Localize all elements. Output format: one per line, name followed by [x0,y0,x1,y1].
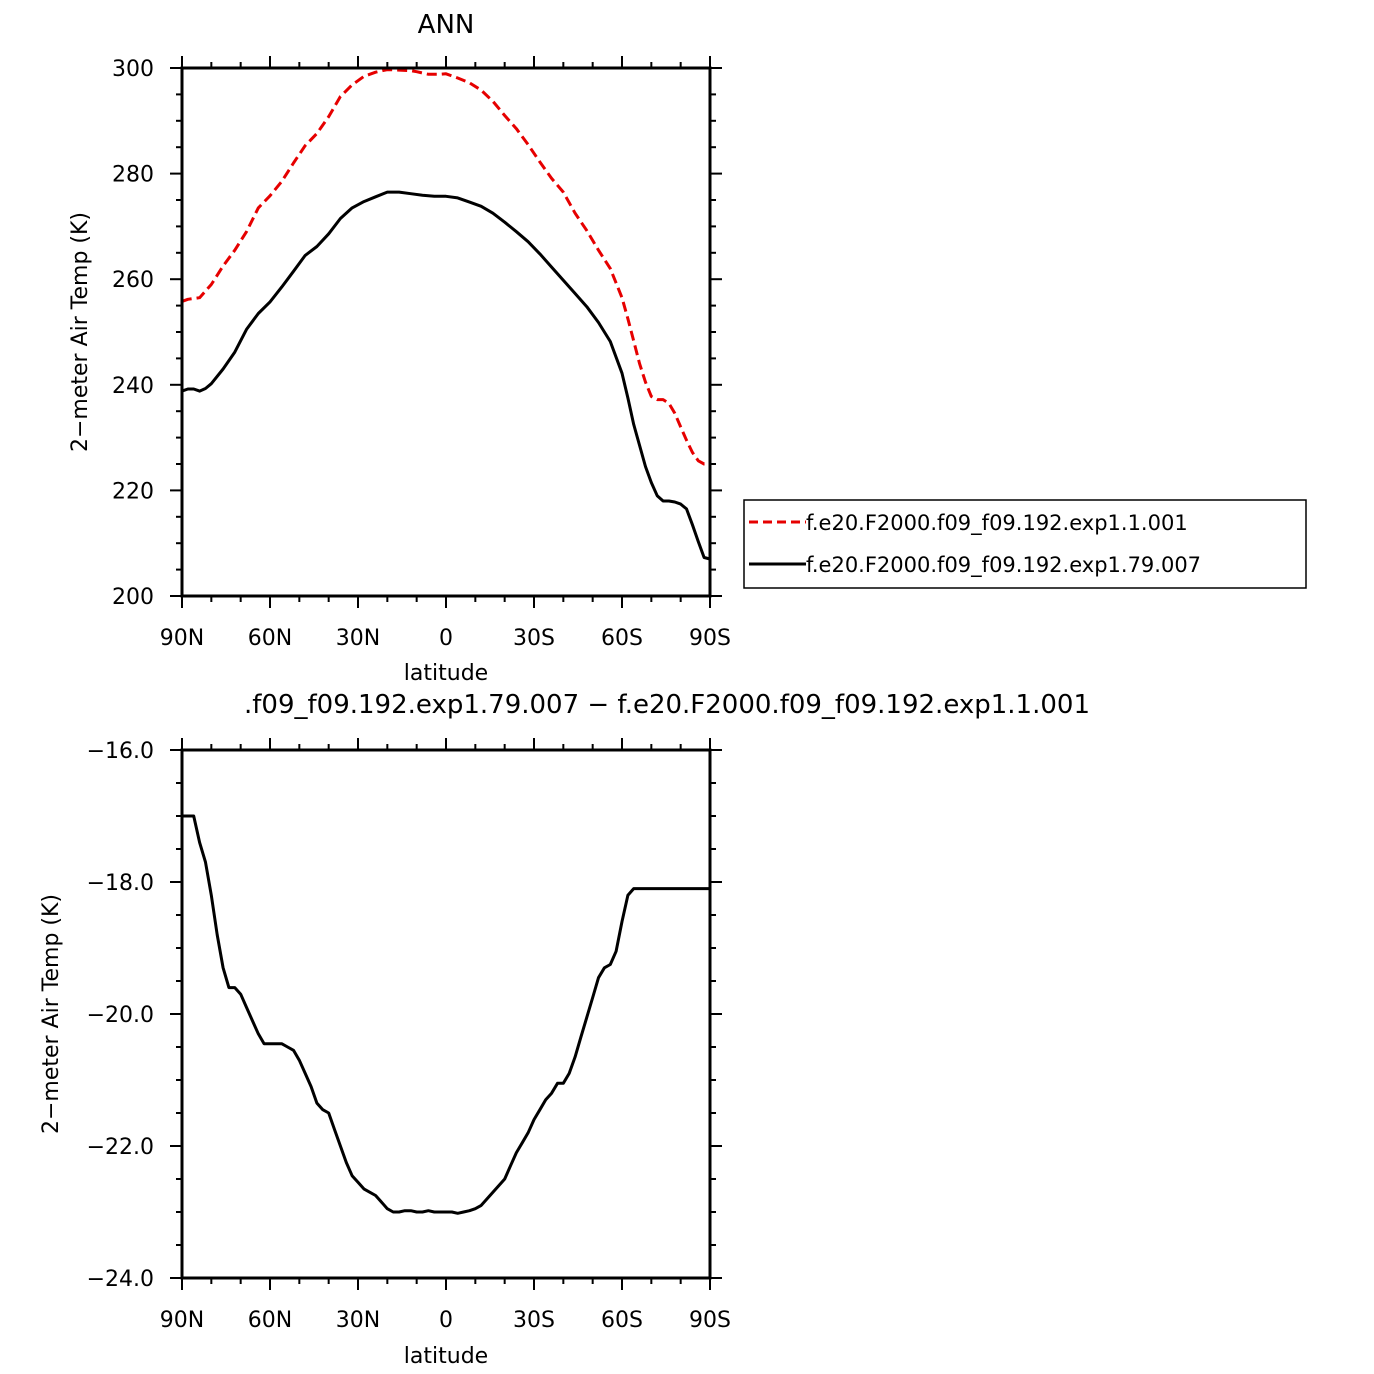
x-tick-label: 60N [248,626,292,651]
series-line-1 [181,68,710,466]
bottom-x-axis-label: latitude [404,1344,488,1369]
y-tick-label: 280 [112,163,154,188]
y-tick-label: 300 [112,57,154,82]
y-tick-label: 240 [112,374,154,399]
legend-box [743,499,1307,589]
series-line-2 [181,190,711,561]
y-tick-label: −24.0 [87,1267,154,1292]
bottom-plot-frame [180,748,712,1280]
y-tick-label: −22.0 [87,1135,154,1160]
bottom-chart-title: .f09_f09.192.exp1.79.007 − f.e20.F2000.f… [244,690,1090,720]
bottom-y-tick-labels: −24.0 −22.0 −20.0 −18.0 −16.0 [87,739,154,1292]
y-tick-label: −20.0 [87,1003,154,1028]
x-tick-label: 30S [513,626,555,651]
legend: f.e20.F2000.f09_f09.192.exp1.1.001 f.e20… [743,499,1307,589]
y-tick-label: 220 [112,479,154,504]
y-tick-label: −18.0 [87,871,154,896]
x-tick-label: 30N [336,1308,380,1333]
y-tick-label: 260 [112,268,154,293]
x-tick-label: 90N [160,626,204,651]
x-tick-label: 60S [601,1308,643,1333]
top-chart: ANN 90N 60N 30N 0 30S 60S 90S 200 220 240 260 280 3… [68,10,731,686]
x-tick-label: 90S [689,1308,731,1333]
x-tick-label: 30N [336,626,380,651]
x-tick-label: 30S [513,1308,555,1333]
x-tick-label: 60S [601,626,643,651]
top-ticks [170,56,722,608]
x-tick-label: 0 [439,626,453,651]
top-series-lines [181,68,711,561]
top-x-tick-labels: 90N 60N 30N 0 30S 60S 90S [160,626,731,651]
legend-label-series-2: f.e20.F2000.f09_f09.192.exp1.79.007 [806,553,1201,578]
x-tick-label: 0 [439,1308,453,1333]
x-tick-label: 90S [689,626,731,651]
y-tick-label: −16.0 [87,739,154,764]
top-x-axis-label: latitude [404,661,488,686]
bottom-y-axis-label: 2−meter Air Temp (K) [39,894,64,1134]
y-tick-label: 200 [112,585,154,610]
top-y-axis-label: 2−meter Air Temp (K) [68,212,93,452]
bottom-ticks [170,738,722,1290]
x-tick-label: 60N [248,1308,292,1333]
top-y-tick-labels: 200 220 240 260 280 300 [112,57,154,610]
bottom-chart: .f09_f09.192.exp1.79.007 − f.e20.F2000.f… [39,690,1090,1369]
legend-label-series-1: f.e20.F2000.f09_f09.192.exp1.1.001 [806,511,1188,536]
bottom-x-tick-labels: 90N 60N 30N 0 30S 60S 90S [160,1308,731,1333]
top-plot-frame [180,66,712,598]
series-line-1 [182,814,710,1215]
top-chart-title: ANN [418,10,475,40]
bottom-series-lines [182,814,710,1215]
x-tick-label: 90N [160,1308,204,1333]
